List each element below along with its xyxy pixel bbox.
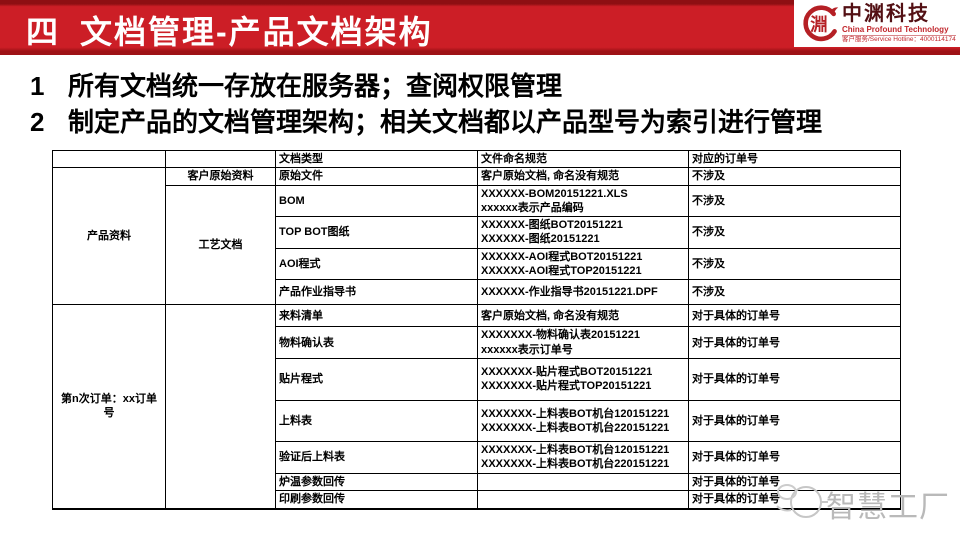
page-title-text: 文档管理-产品文档架构 <box>80 14 433 50</box>
header-cell-order: 对应的订单号 <box>688 149 901 169</box>
cell-type: 上料表 <box>275 399 478 442</box>
bullet-1-number: 1 <box>30 71 45 101</box>
cell-naming <box>477 490 689 510</box>
bullet-2-number: 2 <box>30 107 45 137</box>
table-row: 产品作业指导书 XXXXXX-作业指导书20151221.DPF 不涉及 <box>53 279 901 306</box>
cell-order: 对于具体的订单号 <box>688 357 901 401</box>
cell-naming: XXXXXXX-贴片程式BOT20151221 XXXXXXX-贴片程式TOP2… <box>477 357 689 401</box>
bullet-1-text: 所有文档统一存放在服务器；查阅权限管理 <box>68 71 563 101</box>
cell-naming <box>477 472 689 492</box>
logo-company-name-en: China Profound Technology <box>842 25 949 34</box>
bullet-list: 1 所有文档统一存放在服务器；查阅权限管理 2 制定产品的文档管理架构；相关文档… <box>30 68 822 140</box>
cell-type: AOI程式 <box>275 247 478 281</box>
table-row: 印刷参数回传 对于具体的订单号 <box>53 490 901 510</box>
cell-naming: XXXXXX-图纸BOT20151221 XXXXXX-图纸20151221 <box>477 216 689 249</box>
table-row: 上料表 XXXXXXX-上料表BOT机台120151221 XXXXXXX-上料… <box>53 399 901 442</box>
logo-emblem-icon: 淵 <box>803 5 839 42</box>
company-logo: 淵 中渊科技 China Profound Technology 客户服务/Se… <box>794 0 960 47</box>
page-title: 四文档管理-产品文档架构 <box>26 7 433 53</box>
table-row: 产品资料 客户原始资料 原始文件 客户原始文档, 命名没有规范 不涉及 <box>52 167 901 306</box>
cell-naming: XXXXXXX-物料确认表20151221 xxxxxx表示订单号 <box>477 326 689 359</box>
cell-type: 来料清单 <box>275 304 478 328</box>
cell-naming: 客户原始文档, 命名没有规范 <box>477 304 689 328</box>
table-row: 验证后上料表 XXXXXXX-上料表BOT机台120151221 XXXXXXX… <box>53 440 901 474</box>
cell-type: 产品作业指导书 <box>275 279 478 306</box>
header-cell-naming: 文件命名规范 <box>477 149 689 169</box>
cell-order: 对于具体的订单号 <box>688 304 901 328</box>
group-cell-customer-raw: 客户原始资料 <box>165 167 276 186</box>
cell-naming: XXXXXX-AOI程式BOT20151221 XXXXXX-AOI程式TOP2… <box>477 247 689 281</box>
cell-order: 不涉及 <box>688 216 901 249</box>
table-header-row: 文档类型 文件命名规范 对应的订单号 <box>52 149 901 169</box>
cell-naming: XXXXXX-BOM20151221.XLS xxxxxx表示产品编码 <box>477 184 689 218</box>
svg-text:淵: 淵 <box>810 14 827 34</box>
watermark-text: 智慧工厂 <box>826 491 950 524</box>
cell-type: 物料确认表 <box>275 326 478 359</box>
cell-order: 对于具体的订单号 <box>688 472 901 492</box>
table-row: 第n次订单：xx订单号 来料清单 客户原始文档, 命名没有规范 对于具体的订单号 <box>52 304 901 510</box>
table-row: 工艺文档 BOM XXXXXX-BOM20151221.XLS xxxxxx表示… <box>53 184 901 306</box>
section-number: 四 <box>26 14 61 50</box>
cell-naming: 客户原始文档, 命名没有规范 <box>477 167 689 186</box>
cell-order: 不涉及 <box>688 167 901 186</box>
logo-text-block: 中渊科技 China Profound Technology 客户服务/Serv… <box>842 0 956 44</box>
table-row: 物料确认表 XXXXXXX-物料确认表20151221 xxxxxx表示订单号 … <box>53 326 901 359</box>
cell-naming: XXXXXXX-上料表BOT机台120151221 XXXXXXX-上料表BOT… <box>477 440 689 474</box>
group-cell-order-n: 第n次订单：xx订单号 <box>52 304 166 510</box>
document-table: 文档类型 文件命名规范 对应的订单号 产品资料 客户原始资料 原始文件 客户原始… <box>52 149 901 510</box>
group-cell-product: 产品资料 <box>52 167 166 306</box>
bullet-2-text: 制定产品的文档管理架构；相关文档都以产品型号为索引进行管理 <box>68 107 823 137</box>
cell-order: 对于具体的订单号 <box>688 440 901 474</box>
cell-type: TOP BOT图纸 <box>275 216 478 249</box>
bullet-2: 2 制定产品的文档管理架构；相关文档都以产品型号为索引进行管理 <box>30 104 822 140</box>
cell-naming: XXXXXX-作业指导书20151221.DPF <box>477 279 689 306</box>
cell-type: 印刷参数回传 <box>275 490 478 510</box>
cell-order: 不涉及 <box>688 247 901 281</box>
cell-order: 不涉及 <box>688 279 901 306</box>
header-cell-doc-type: 文档类型 <box>275 149 478 169</box>
cell-type: 验证后上料表 <box>275 440 478 474</box>
cell-order: 对于具体的订单号 <box>688 326 901 359</box>
header-cell-empty-a <box>52 149 166 169</box>
header-cell-empty-b <box>165 149 276 169</box>
watermark-doodle-icon <box>776 484 828 518</box>
logo-company-name-cn: 中渊科技 <box>842 3 930 25</box>
table-row: 炉温参数回传 对于具体的订单号 <box>53 472 901 492</box>
group-cell-empty <box>165 304 276 510</box>
bullet-1: 1 所有文档统一存放在服务器；查阅权限管理 <box>30 68 822 104</box>
cell-order: 不涉及 <box>688 184 901 218</box>
cell-type: 贴片程式 <box>275 357 478 401</box>
cell-type: 炉温参数回传 <box>275 472 478 492</box>
group-cell-process-doc: 工艺文档 <box>165 184 276 306</box>
cell-order: 对于具体的订单号 <box>688 399 901 442</box>
cell-type: BOM <box>275 184 478 218</box>
cell-type: 原始文件 <box>275 167 478 186</box>
table-row: 贴片程式 XXXXXXX-贴片程式BOT20151221 XXXXXXX-贴片程… <box>53 357 901 401</box>
cell-naming: XXXXXXX-上料表BOT机台120151221 XXXXXXX-上料表BOT… <box>477 399 689 442</box>
logo-hotline: 客户服务/Service Hotline：4000114174 <box>842 35 956 43</box>
